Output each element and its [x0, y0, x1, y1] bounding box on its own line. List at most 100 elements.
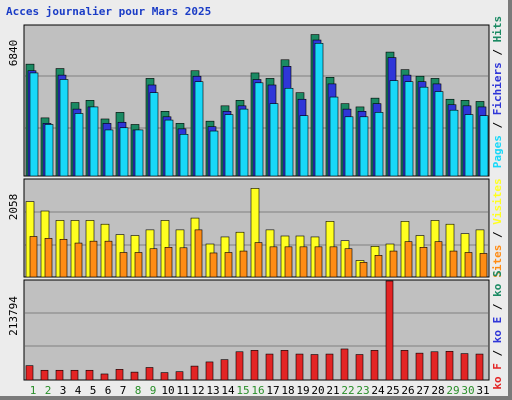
- day-label-25: 25: [386, 384, 399, 397]
- day-label-10: 10: [161, 384, 174, 397]
- bar-kof-4: [70, 369, 79, 381]
- bar-kof-14: [220, 359, 229, 381]
- bar-sites-18: [284, 246, 293, 278]
- legend-1-item-5: Hits: [491, 16, 504, 43]
- bar-sites-10: [164, 247, 173, 278]
- day-label-22: 22: [341, 384, 354, 397]
- bar-sites-28: [434, 241, 443, 278]
- day-label-4: 4: [75, 384, 82, 397]
- bar-sites-30: [464, 252, 473, 278]
- bar-sites-14: [224, 252, 233, 278]
- bar-sites-17: [269, 246, 278, 278]
- legend-1-item-4: /: [491, 42, 504, 62]
- bar-sites-3: [59, 238, 68, 278]
- day-label-14: 14: [221, 384, 235, 397]
- bar-pages-23: [359, 116, 369, 177]
- bar-pages-18: [284, 87, 294, 177]
- bar-sites-26: [404, 241, 413, 278]
- bar-sites-20: [314, 246, 323, 278]
- bar-sites-5: [89, 240, 98, 278]
- legend-3: ko F / ko E / ko S: [491, 270, 504, 389]
- legend-3-item-3: ko E: [491, 317, 504, 344]
- legend-1-item-1: Pages: [491, 135, 504, 168]
- bar-kof-31: [475, 353, 484, 381]
- legend-2-item-1: Sites: [491, 245, 504, 278]
- day-label-18: 18: [281, 384, 294, 397]
- bar-pages-8: [134, 129, 144, 177]
- day-label-6: 6: [105, 384, 112, 397]
- bar-kof-18: [280, 350, 289, 381]
- bar-pages-4: [74, 113, 84, 177]
- bar-pages-31: [479, 115, 489, 177]
- bar-kof-11: [175, 371, 184, 381]
- bar-kof-6: [100, 373, 109, 381]
- bar-pages-5: [89, 106, 99, 177]
- bar-sites-6: [104, 240, 113, 278]
- bar-pages-13: [209, 130, 219, 177]
- bar-kof-23: [355, 354, 364, 381]
- bar-kof-25: [385, 280, 394, 381]
- legend-2: Sites / Visites: [491, 178, 504, 277]
- day-label-1: 1: [30, 384, 37, 397]
- day-label-24: 24: [371, 384, 385, 397]
- day-label-27: 27: [416, 384, 429, 397]
- bar-kof-15: [235, 351, 244, 381]
- bar-sites-31: [479, 253, 488, 278]
- bar-pages-27: [419, 86, 429, 177]
- bar-kof-20: [310, 354, 319, 381]
- bar-pages-3: [59, 79, 69, 177]
- chart-title: Acces journalier pour Mars 2025: [6, 5, 212, 18]
- bar-pages-2: [44, 124, 54, 177]
- bar-sites-23: [359, 262, 368, 278]
- ymax-label-3: 213794: [7, 296, 20, 336]
- legend-3-item-1: ko F: [491, 363, 504, 390]
- bar-pages-30: [464, 114, 474, 177]
- day-label-5: 5: [90, 384, 97, 397]
- legend-2-item-3: Visites: [491, 178, 504, 224]
- bar-kof-9: [145, 367, 154, 381]
- bar-kof-17: [265, 353, 274, 381]
- bar-kof-28: [430, 351, 439, 381]
- bar-kof-2: [40, 369, 49, 381]
- legend-1-item-2: /: [491, 115, 504, 135]
- bar-pages-10: [164, 119, 174, 177]
- legend-1-item-3: Fichiers: [491, 62, 504, 115]
- bar-kof-29: [445, 350, 454, 381]
- bar-kof-16: [250, 350, 259, 381]
- bar-kof-5: [85, 369, 94, 381]
- bar-pages-22: [344, 116, 354, 177]
- bar-pages-19: [299, 115, 309, 177]
- bar-sites-13: [209, 252, 218, 278]
- day-label-20: 20: [311, 384, 324, 397]
- bar-kof-1: [25, 365, 34, 381]
- day-label-15: 15: [236, 384, 249, 397]
- bar-pages-24: [374, 112, 384, 177]
- bar-kof-22: [340, 348, 349, 381]
- bar-sites-1: [29, 236, 38, 278]
- day-label-28: 28: [431, 384, 444, 397]
- day-label-12: 12: [191, 384, 204, 397]
- bar-pages-7: [119, 127, 129, 177]
- day-label-29: 29: [446, 384, 459, 397]
- bar-sites-19: [299, 246, 308, 278]
- bar-kof-12: [190, 365, 199, 381]
- bar-pages-16: [254, 82, 264, 177]
- bar-pages-17: [269, 103, 279, 177]
- legend-1: Pages / Fichiers / Hits: [491, 16, 504, 168]
- bar-pages-12: [194, 81, 204, 177]
- day-label-13: 13: [206, 384, 219, 397]
- bar-pages-15: [239, 108, 249, 177]
- bar-pages-21: [329, 96, 339, 177]
- legend-3-item-2: /: [491, 343, 504, 363]
- legend-3-item-5: ko S: [491, 270, 504, 297]
- bar-kof-13: [205, 361, 214, 381]
- day-label-7: 7: [120, 384, 127, 397]
- bar-kof-8: [130, 371, 139, 381]
- bar-sites-7: [119, 252, 128, 278]
- bar-sites-4: [74, 242, 83, 278]
- ymax-label-1: 6840: [7, 40, 20, 67]
- bar-pages-11: [179, 134, 189, 177]
- day-label-17: 17: [266, 384, 279, 397]
- bar-pages-14: [224, 114, 234, 177]
